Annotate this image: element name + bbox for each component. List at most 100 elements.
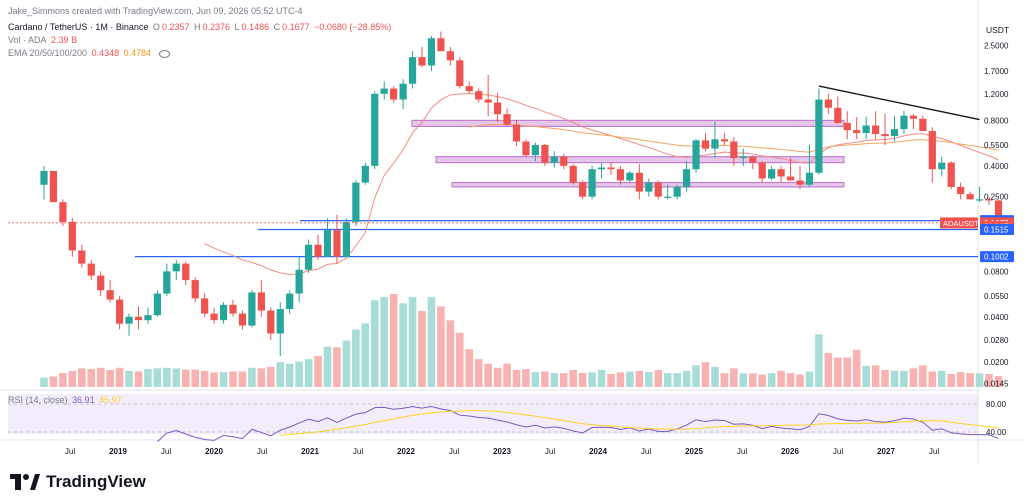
candle-body — [134, 316, 143, 321]
rsi-value-2: 45.97 — [99, 395, 122, 405]
candle-body — [824, 99, 832, 108]
x-tick-label: 2027 — [877, 447, 895, 456]
volume-bar — [115, 367, 124, 387]
volume-bar — [956, 372, 965, 387]
volume-bar — [701, 362, 710, 387]
volume-bar — [323, 346, 332, 387]
high-label: H — [193, 22, 201, 32]
x-tick-label: Jul — [449, 447, 459, 456]
candlestick-chart[interactable]: USDT 2.5000 1.7000 1.2000 0.8000 0.5500 0.4000… — [0, 0, 1024, 464]
volume-bar — [333, 347, 341, 387]
close-label: C — [273, 22, 281, 32]
x-tick-label: Jul — [833, 447, 843, 456]
volume-bar — [456, 332, 464, 387]
volume-bar — [78, 368, 86, 387]
volume-bar — [730, 368, 738, 387]
candle-body — [985, 199, 993, 201]
candle-body — [768, 169, 776, 179]
volume-bar — [786, 373, 795, 387]
y-tick-label: 0.0280 — [984, 336, 1009, 345]
rsi-label: RSI (14, close) — [8, 395, 68, 405]
candle-body — [796, 180, 804, 185]
candle-body — [626, 172, 634, 181]
candle-body — [834, 107, 842, 123]
candle-body — [87, 263, 95, 276]
x-tick-label: 2022 — [397, 447, 415, 456]
y-tick-label: 1.7000 — [984, 67, 1009, 76]
volume-bar — [909, 368, 918, 387]
change-value: −0.0680 (−28.85%) — [314, 22, 392, 32]
volume-bar — [578, 373, 587, 387]
volume-bar — [352, 329, 360, 387]
candle-body — [465, 86, 473, 92]
candle-body — [786, 176, 795, 181]
candle-body — [314, 244, 322, 257]
volume-bar — [720, 373, 729, 387]
volume-bar — [493, 367, 502, 387]
x-tick-label: Jul — [161, 447, 171, 456]
y-tick-label: 2.5000 — [984, 42, 1009, 51]
candle-body — [229, 304, 237, 314]
volume-bar — [890, 370, 899, 387]
volume-bar — [852, 349, 861, 387]
rsi-ma-line — [280, 410, 999, 436]
volume-bar — [144, 369, 152, 387]
y-tick-label: 0.0400 — [984, 313, 1009, 322]
candle-body — [97, 275, 105, 291]
low-value: 0.1486 — [241, 22, 270, 32]
volume-bar — [711, 366, 719, 387]
candle-body — [503, 114, 511, 125]
x-tick-label: Jul — [929, 447, 939, 456]
volume-bar — [248, 367, 256, 387]
volume-bar — [49, 376, 58, 387]
rsi-value-1: 36.91 — [72, 395, 95, 405]
candle-body — [909, 115, 917, 119]
candle-body — [938, 162, 946, 170]
resistance-zone — [435, 156, 845, 164]
x-tick-label: 2019 — [109, 447, 127, 456]
volume-bar — [616, 372, 625, 387]
volume-bar — [682, 370, 691, 387]
candle-body — [853, 130, 861, 134]
x-tick-label: 2023 — [493, 447, 511, 456]
x-tick-label: Jul — [65, 447, 75, 456]
volume-bar — [68, 370, 77, 387]
symbol-text: Cardano / TetherUS · 1M · Binance — [8, 22, 149, 32]
candle-body — [446, 51, 454, 61]
volume-bar — [219, 372, 228, 387]
volume-bar — [267, 366, 275, 387]
candle-body — [361, 165, 369, 183]
volume-bar — [748, 373, 757, 387]
y-tick-label: 0.2500 — [984, 193, 1009, 202]
volume-bar — [739, 373, 748, 387]
candle-body — [607, 167, 615, 170]
candle-body — [276, 309, 284, 334]
x-tick-label: 2026 — [781, 447, 799, 456]
volume-bar — [200, 370, 209, 387]
candle-body — [569, 165, 577, 183]
volume-bar — [919, 365, 927, 387]
candle-body — [635, 172, 643, 192]
eye-icon[interactable] — [158, 49, 170, 58]
volume-bar — [418, 311, 426, 387]
volume-bar — [692, 365, 700, 387]
candle-body — [588, 169, 596, 197]
volume-bar — [59, 373, 67, 387]
tradingview-logo[interactable]: TradingView — [10, 472, 146, 492]
candle-body — [125, 316, 133, 324]
candle-body — [616, 169, 625, 181]
candle-body — [456, 60, 464, 87]
x-tick-label: Jul — [641, 447, 651, 456]
volume-bar — [210, 372, 218, 387]
candle-body — [512, 124, 521, 142]
volume-bar — [40, 377, 48, 387]
candle-body — [144, 315, 152, 321]
candle-body — [720, 139, 728, 142]
volume-bar — [163, 367, 171, 387]
volume-bar — [881, 369, 889, 387]
candle-body — [380, 88, 388, 94]
candle-body — [957, 186, 965, 195]
candle-body — [219, 304, 228, 321]
ema-value-2: 0.4784 — [123, 48, 152, 58]
volume-bar — [408, 297, 417, 387]
